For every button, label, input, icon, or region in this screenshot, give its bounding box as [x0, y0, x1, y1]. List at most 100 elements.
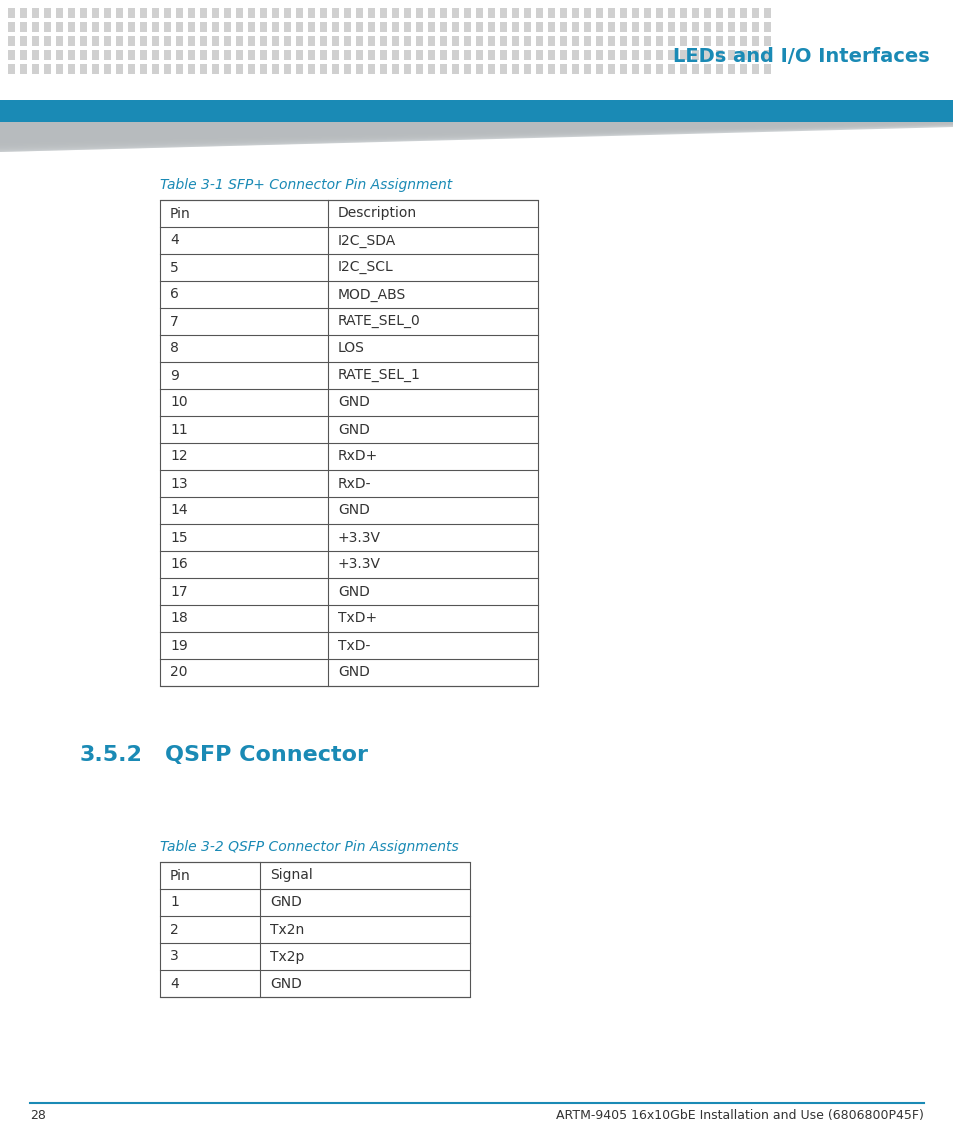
- Bar: [104, 22, 111, 32]
- Bar: [499, 64, 506, 74]
- Bar: [32, 64, 39, 74]
- Bar: [716, 22, 722, 32]
- Bar: [643, 22, 650, 32]
- Bar: [583, 50, 590, 60]
- Text: QSFP Connector: QSFP Connector: [165, 745, 368, 765]
- Bar: [667, 22, 675, 32]
- Bar: [295, 64, 303, 74]
- Text: Tx2n: Tx2n: [270, 923, 304, 937]
- Bar: [248, 8, 254, 18]
- Polygon shape: [0, 123, 953, 150]
- Bar: [235, 8, 243, 18]
- Bar: [56, 22, 63, 32]
- Bar: [452, 22, 458, 32]
- Bar: [80, 35, 87, 46]
- Bar: [403, 22, 411, 32]
- Polygon shape: [0, 123, 953, 150]
- Bar: [536, 22, 542, 32]
- Bar: [355, 22, 363, 32]
- Text: I2C_SDA: I2C_SDA: [337, 234, 395, 247]
- Bar: [523, 35, 531, 46]
- Bar: [32, 22, 39, 32]
- Bar: [559, 50, 566, 60]
- Bar: [547, 64, 555, 74]
- Bar: [20, 64, 27, 74]
- Text: RxD-: RxD-: [337, 476, 371, 490]
- Bar: [403, 64, 411, 74]
- Text: 3: 3: [170, 949, 178, 963]
- Bar: [740, 22, 746, 32]
- Bar: [44, 35, 51, 46]
- Bar: [572, 64, 578, 74]
- Bar: [428, 8, 435, 18]
- Bar: [523, 50, 531, 60]
- Bar: [160, 862, 470, 997]
- Bar: [751, 50, 759, 60]
- Bar: [32, 8, 39, 18]
- Bar: [679, 35, 686, 46]
- Bar: [452, 64, 458, 74]
- Bar: [751, 8, 759, 18]
- Bar: [619, 64, 626, 74]
- Bar: [751, 22, 759, 32]
- Bar: [284, 64, 291, 74]
- Bar: [607, 35, 615, 46]
- Bar: [104, 64, 111, 74]
- Bar: [392, 8, 398, 18]
- Bar: [463, 64, 471, 74]
- Bar: [8, 64, 15, 74]
- Bar: [572, 22, 578, 32]
- Bar: [559, 22, 566, 32]
- Bar: [212, 35, 219, 46]
- Bar: [691, 50, 699, 60]
- Bar: [763, 8, 770, 18]
- Bar: [559, 35, 566, 46]
- Text: 12: 12: [170, 450, 188, 464]
- Bar: [212, 64, 219, 74]
- Bar: [607, 50, 615, 60]
- Polygon shape: [0, 123, 953, 144]
- Bar: [656, 8, 662, 18]
- Bar: [619, 22, 626, 32]
- Bar: [727, 22, 734, 32]
- Bar: [152, 35, 159, 46]
- Bar: [68, 64, 75, 74]
- Bar: [547, 8, 555, 18]
- Bar: [667, 50, 675, 60]
- Polygon shape: [0, 123, 953, 152]
- Bar: [716, 8, 722, 18]
- Polygon shape: [0, 123, 953, 144]
- Bar: [488, 8, 495, 18]
- Text: I2C_SCL: I2C_SCL: [337, 261, 394, 275]
- Bar: [368, 50, 375, 60]
- Bar: [512, 64, 518, 74]
- Bar: [751, 64, 759, 74]
- Bar: [56, 8, 63, 18]
- Bar: [200, 8, 207, 18]
- Bar: [32, 50, 39, 60]
- Text: 18: 18: [170, 611, 188, 625]
- Text: GND: GND: [337, 395, 370, 410]
- Bar: [116, 50, 123, 60]
- Bar: [691, 64, 699, 74]
- Bar: [703, 22, 710, 32]
- Bar: [512, 35, 518, 46]
- Bar: [727, 8, 734, 18]
- Bar: [164, 50, 171, 60]
- Bar: [463, 22, 471, 32]
- Bar: [572, 8, 578, 18]
- Bar: [175, 35, 183, 46]
- Bar: [56, 50, 63, 60]
- Bar: [368, 8, 375, 18]
- Bar: [379, 64, 387, 74]
- Bar: [44, 64, 51, 74]
- Bar: [667, 35, 675, 46]
- Bar: [583, 8, 590, 18]
- Bar: [619, 8, 626, 18]
- Bar: [332, 50, 338, 60]
- Bar: [416, 22, 422, 32]
- Bar: [355, 8, 363, 18]
- Text: Tx2p: Tx2p: [270, 949, 304, 963]
- Bar: [260, 64, 267, 74]
- Text: MOD_ABS: MOD_ABS: [337, 287, 406, 301]
